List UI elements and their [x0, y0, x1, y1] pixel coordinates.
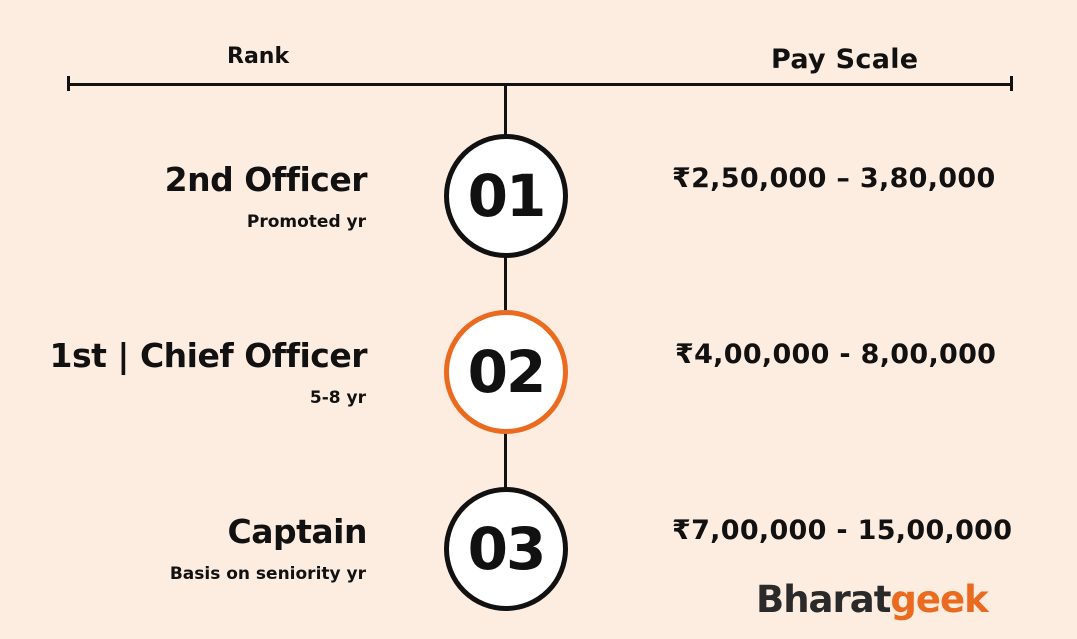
rank-subtitle-2: 5-8 yr: [309, 388, 366, 408]
rank-number-circle-3: 03: [444, 487, 568, 611]
logo-part-geek: geek: [890, 578, 988, 621]
pay-value-1: ₹2,50,000 – 3,80,000: [672, 163, 996, 194]
pay-value-3: ₹7,00,000 - 15,00,000: [672, 515, 1013, 546]
rank-subtitle-3: Basis on seniority yr: [169, 564, 366, 584]
rank-title-3: Captain: [227, 512, 368, 551]
rank-subtitle-1: Promoted yr: [246, 212, 366, 232]
pay-scale-header: Pay Scale: [771, 44, 919, 75]
rank-title-1: 2nd Officer: [164, 160, 368, 199]
axis-left-tick: [67, 76, 70, 91]
rank-header: Rank: [227, 44, 290, 69]
rank-title-2: 1st | Chief Officer: [49, 336, 368, 375]
bharatgeek-logo: Bharatgeek: [756, 578, 989, 621]
header-axis-line: [68, 83, 1013, 86]
pay-value-2: ₹4,00,000 - 8,00,000: [675, 339, 997, 370]
rank-number-circle-2: 02: [444, 310, 568, 434]
axis-right-tick: [1010, 76, 1013, 91]
rank-number-circle-1: 01: [444, 134, 568, 258]
logo-part-bharat: Bharat: [756, 578, 891, 621]
